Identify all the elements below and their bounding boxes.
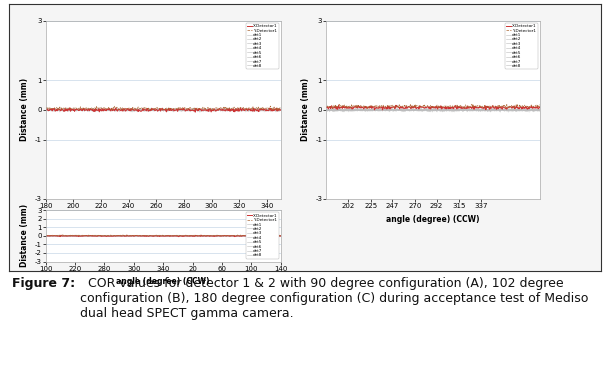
Text: Figure 7:: Figure 7: bbox=[12, 277, 75, 290]
Y-axis label: Distance (mm): Distance (mm) bbox=[20, 204, 29, 268]
Text: b: b bbox=[518, 33, 525, 43]
X-axis label: angle (degree) (CCW): angle (degree) (CCW) bbox=[386, 215, 480, 224]
Text: c: c bbox=[259, 214, 264, 224]
Y-axis label: Distance (mm): Distance (mm) bbox=[20, 78, 29, 141]
Y-axis label: Distance (mm): Distance (mm) bbox=[301, 78, 310, 141]
X-axis label: angle (degree) (CCW): angle (degree) (CCW) bbox=[117, 277, 210, 286]
Text: COR values for detector 1 & 2 with 90 degree configuration (A), 102 degree confi: COR values for detector 1 & 2 with 90 de… bbox=[79, 277, 588, 319]
Legend: X-Detector1, Y-Detector1, det1, det2, det3, det4, det5, det6, det7, det8: X-Detector1, Y-Detector1, det1, det2, de… bbox=[246, 212, 279, 259]
Text: a: a bbox=[258, 33, 264, 43]
Legend: X-Detector1, Y-Detector1, det1, det2, det3, det4, det5, det6, det7, det8: X-Detector1, Y-Detector1, det1, det2, de… bbox=[505, 23, 538, 69]
X-axis label: angle (degree) (CCW): angle (degree) (CCW) bbox=[117, 215, 210, 224]
Legend: X-Detector1, Y-Detector1, det1, det2, det3, det4, det5, det6, det7, det8: X-Detector1, Y-Detector1, det1, det2, de… bbox=[246, 23, 279, 69]
